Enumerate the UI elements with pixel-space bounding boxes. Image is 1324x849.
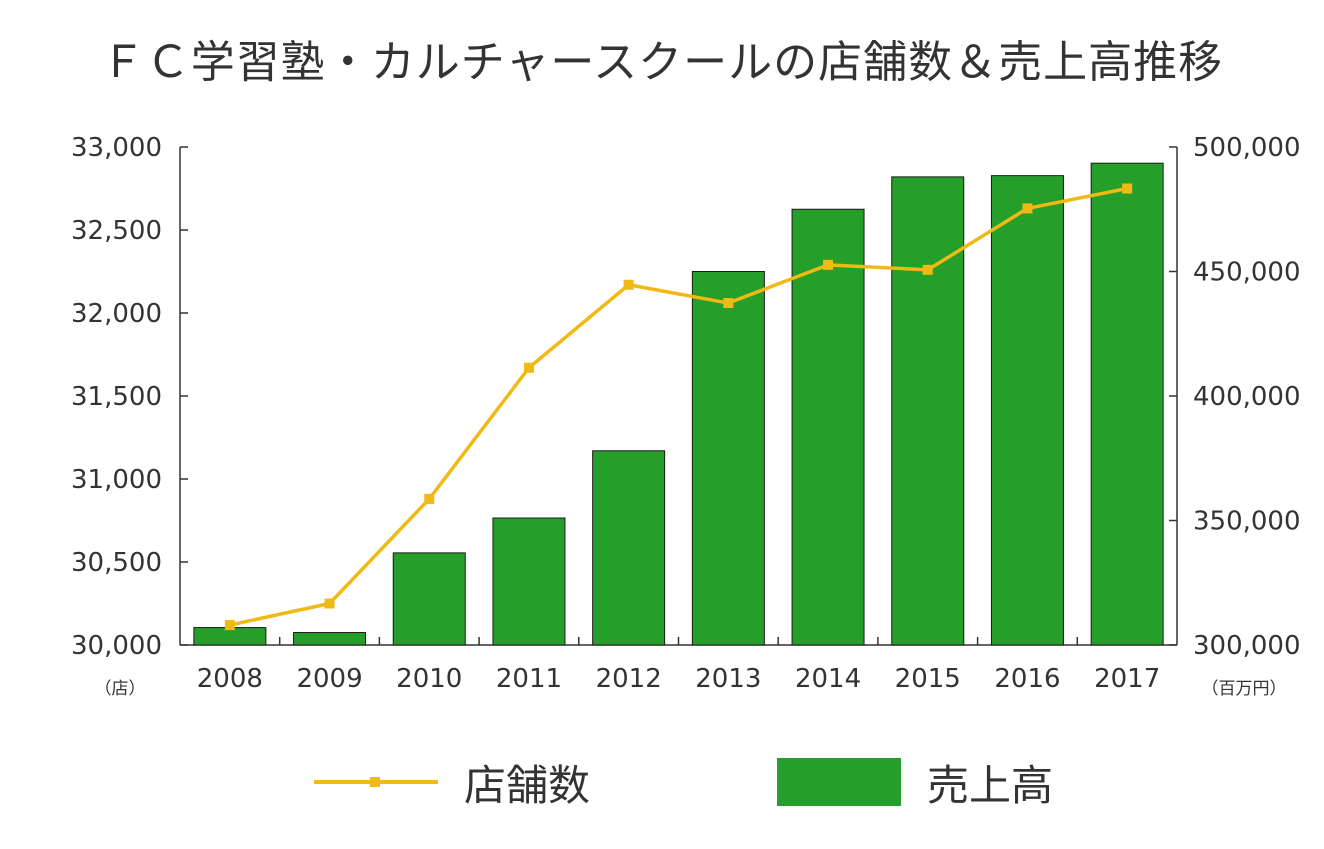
store-count-marker: [1022, 203, 1033, 214]
sales-bar: [293, 632, 367, 646]
left-axis-tick-label: 30,500: [71, 548, 162, 578]
legend-item-sales: 売上高: [777, 752, 1053, 812]
right-axis-tick-label: 500,000: [1193, 133, 1301, 163]
chart-title: ＦＣ学習塾・カルチャースクールの店舗数＆売上高推移: [100, 37, 1224, 88]
sales-bar: [990, 175, 1064, 646]
store-count-marker: [623, 279, 634, 290]
store-count-line: [229, 186, 1128, 627]
sales-bar: [492, 517, 566, 646]
sales-bar: [392, 552, 466, 646]
store-count-marker: [324, 598, 335, 609]
right-axis-unit: （百万円）: [1202, 679, 1287, 699]
right-axis-tick-label: 450,000: [1193, 258, 1301, 288]
x-axis-category-label: 2010: [396, 664, 462, 694]
right-axis-tick-label: 400,000: [1193, 382, 1301, 412]
store-count-marker: [922, 264, 933, 275]
x-axis-category-label: 2008: [197, 664, 263, 694]
legend-label-store-count: 店舗数: [464, 760, 591, 810]
x-axis-category-label: 2011: [496, 664, 562, 694]
store-count-marker: [1122, 183, 1133, 194]
sales-bar: [193, 627, 267, 646]
x-axis-category-label: 2012: [596, 664, 662, 694]
x-axis-category-label: 2013: [695, 664, 761, 694]
legend-line-swatch: [314, 771, 438, 793]
store-count-marker: [424, 493, 435, 504]
left-axis-tick-label: 31,500: [71, 382, 162, 412]
x-axis-category-label: 2015: [895, 664, 961, 694]
sales-bar: [691, 271, 765, 646]
sales-bar: [1090, 162, 1164, 646]
left-axis-tick-label: 31,000: [71, 465, 162, 495]
store-count-marker: [523, 362, 534, 373]
legend-bar-swatch: [777, 758, 901, 806]
right-axis-tick-label: 350,000: [1193, 507, 1301, 537]
left-axis-tick-label: 30,000: [71, 631, 162, 661]
left-axis-unit: （店）: [95, 679, 146, 699]
legend-item-store-count: 店舗数: [314, 752, 590, 812]
store-count-marker: [723, 298, 734, 309]
sales-bar: [592, 450, 666, 646]
x-axis-category-label: 2016: [994, 664, 1060, 694]
store-count-marker: [224, 620, 235, 631]
left-axis-tick-label: 32,500: [71, 216, 162, 246]
legend: 店舗数 売上高: [0, 752, 1324, 812]
x-axis-category-label: 2014: [795, 664, 861, 694]
legend-label-sales: 売上高: [927, 760, 1054, 810]
x-axis-category-label: 2009: [296, 664, 362, 694]
left-axis-tick-label: 32,000: [71, 299, 162, 329]
sales-bar: [791, 208, 865, 646]
x-axis-category-label: 2017: [1094, 664, 1160, 694]
store-count-marker: [823, 259, 834, 270]
chart-plot: 30,000 30,500 31,000 31,500 32,000 32,500 33,0…: [71, 133, 1301, 699]
left-axis-tick-label: 33,000: [71, 133, 162, 163]
sales-bar: [891, 176, 965, 646]
right-axis-tick-label: 300,000: [1193, 631, 1301, 661]
